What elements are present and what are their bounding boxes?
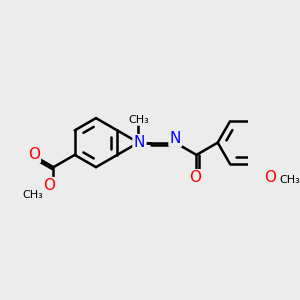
Text: O: O <box>28 147 40 162</box>
Text: O: O <box>43 178 55 193</box>
Text: O: O <box>264 170 276 185</box>
Text: N: N <box>169 131 181 146</box>
Text: CH₃: CH₃ <box>22 190 43 200</box>
Text: CH₃: CH₃ <box>128 115 149 125</box>
Text: O: O <box>189 170 201 185</box>
Text: S: S <box>134 139 143 154</box>
Text: CH₃: CH₃ <box>280 176 300 185</box>
Text: N: N <box>134 135 146 150</box>
